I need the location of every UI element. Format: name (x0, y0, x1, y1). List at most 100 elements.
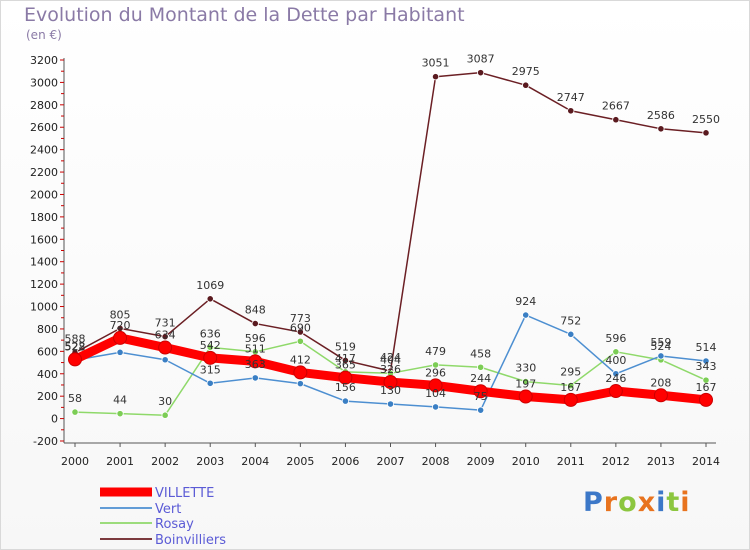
y-tick-label: 1000 (30, 301, 58, 314)
x-tick-label: 2004 (241, 455, 269, 468)
y-tick-label: 600 (37, 345, 58, 358)
data-label-rosay: 596 (245, 332, 266, 345)
legend-label-vert: Vert (155, 502, 181, 517)
x-tick-label: 2013 (647, 455, 675, 468)
data-point-vert (161, 356, 169, 364)
legend-label-villette: VILLETTE (155, 486, 214, 501)
data-point-rosay (71, 408, 79, 416)
data-label-vert: 156 (335, 381, 356, 394)
data-label-boinvilliers: 2550 (692, 113, 720, 126)
data-label-vert: 315 (200, 363, 221, 376)
data-point-vert (702, 357, 710, 365)
data-label-rosay: 479 (425, 345, 446, 358)
data-label-villette: 634 (155, 329, 176, 342)
data-point-rosay (296, 337, 304, 345)
data-label-rosay: 44 (113, 394, 127, 407)
data-label-rosay: 30 (158, 395, 172, 408)
data-label-rosay: 690 (290, 321, 311, 334)
x-tick-label: 2006 (331, 455, 359, 468)
data-label-boinvilliers: 805 (110, 308, 131, 321)
data-label-villette: 167 (696, 381, 717, 394)
data-label-villette: 244 (470, 372, 491, 385)
data-label-villette: 246 (605, 372, 626, 385)
data-point-rosay (612, 348, 620, 356)
x-tick-label: 2001 (106, 455, 134, 468)
data-label-boinvilliers: 1069 (196, 279, 224, 292)
data-label-boinvilliers: 2975 (512, 65, 540, 78)
data-label-boinvilliers: 2667 (602, 100, 630, 113)
y-tick-label: 1200 (30, 278, 58, 291)
data-label-rosay: 295 (560, 366, 581, 379)
data-label-vert: 752 (560, 314, 581, 327)
data-label-vert: 522 (65, 340, 86, 353)
data-point-vert (612, 370, 620, 378)
data-label-rosay: 596 (605, 332, 626, 345)
data-label-boinvilliers: 731 (155, 317, 176, 330)
x-tick-label: 2011 (557, 455, 585, 468)
data-point-rosay (431, 361, 440, 369)
data-point-villette (518, 389, 533, 404)
data-label-villette: 542 (200, 339, 221, 352)
data-point-rosay (161, 411, 169, 419)
data-point-villette (473, 384, 488, 399)
data-point-boinvilliers (431, 73, 440, 81)
y-tick-label: 1800 (30, 211, 58, 224)
data-label-villette: 197 (515, 378, 536, 391)
data-point-vert (567, 330, 575, 338)
data-label-villette: 720 (110, 319, 131, 332)
data-point-boinvilliers (612, 116, 620, 124)
data-point-boinvilliers (477, 69, 485, 77)
data-label-boinvilliers: 773 (290, 312, 311, 325)
data-point-villette (428, 378, 443, 393)
data-point-vert (206, 379, 214, 387)
logo-letter: o (618, 487, 638, 518)
data-point-vert (116, 348, 124, 356)
logo-letter: P (583, 487, 604, 518)
data-label-rosay: 458 (470, 347, 491, 360)
data-label-villette: 365 (335, 359, 356, 372)
data-label-boinvilliers: 2586 (647, 109, 675, 122)
data-label-villette: 511 (245, 342, 266, 355)
chart-subtitle: (en €) (26, 28, 62, 42)
y-tick-label: 1600 (30, 233, 58, 246)
data-label-vert: 924 (515, 295, 536, 308)
y-tick-label: 0 (51, 413, 58, 426)
data-point-rosay (702, 376, 710, 384)
data-label-rosay: 330 (515, 362, 536, 375)
y-tick-label: 3200 (30, 54, 58, 67)
data-point-villette (608, 384, 623, 399)
data-point-boinvilliers (206, 295, 214, 303)
data-point-boinvilliers (522, 81, 530, 89)
data-label-villette: 412 (290, 353, 311, 366)
logo-letter: x (637, 487, 657, 518)
data-label-vert: 75 (474, 390, 488, 403)
data-point-villette (699, 392, 713, 407)
y-tick-label: 2600 (30, 121, 58, 134)
data-label-villette: 208 (650, 376, 671, 389)
data-point-vert (522, 311, 530, 319)
x-tick-label: 2005 (286, 455, 314, 468)
y-tick-label: 2800 (30, 99, 58, 112)
data-label-villette: 528 (65, 340, 86, 353)
data-label-vert: 363 (245, 358, 266, 371)
data-label-boinvilliers: 424 (380, 351, 401, 364)
y-tick-label: 1400 (30, 256, 58, 269)
data-label-vert: 400 (605, 354, 626, 367)
data-point-villette (68, 352, 82, 367)
x-tick-label: 2003 (196, 455, 224, 468)
data-point-villette (338, 370, 353, 385)
legend-label-rosay: Rosay (155, 517, 194, 532)
y-tick-label: 2200 (30, 166, 58, 179)
y-tick-label: 800 (37, 323, 58, 336)
data-label-vert: 559 (650, 336, 671, 349)
x-tick-label: 2012 (602, 455, 630, 468)
data-point-villette (383, 375, 398, 390)
logo-letter: r (603, 487, 619, 518)
data-point-villette (158, 340, 173, 355)
logo-letter: i (656, 487, 667, 518)
y-tick-label: 2400 (30, 144, 58, 157)
logo-letter: i (680, 487, 691, 518)
y-tick-label: 3000 (30, 76, 58, 89)
